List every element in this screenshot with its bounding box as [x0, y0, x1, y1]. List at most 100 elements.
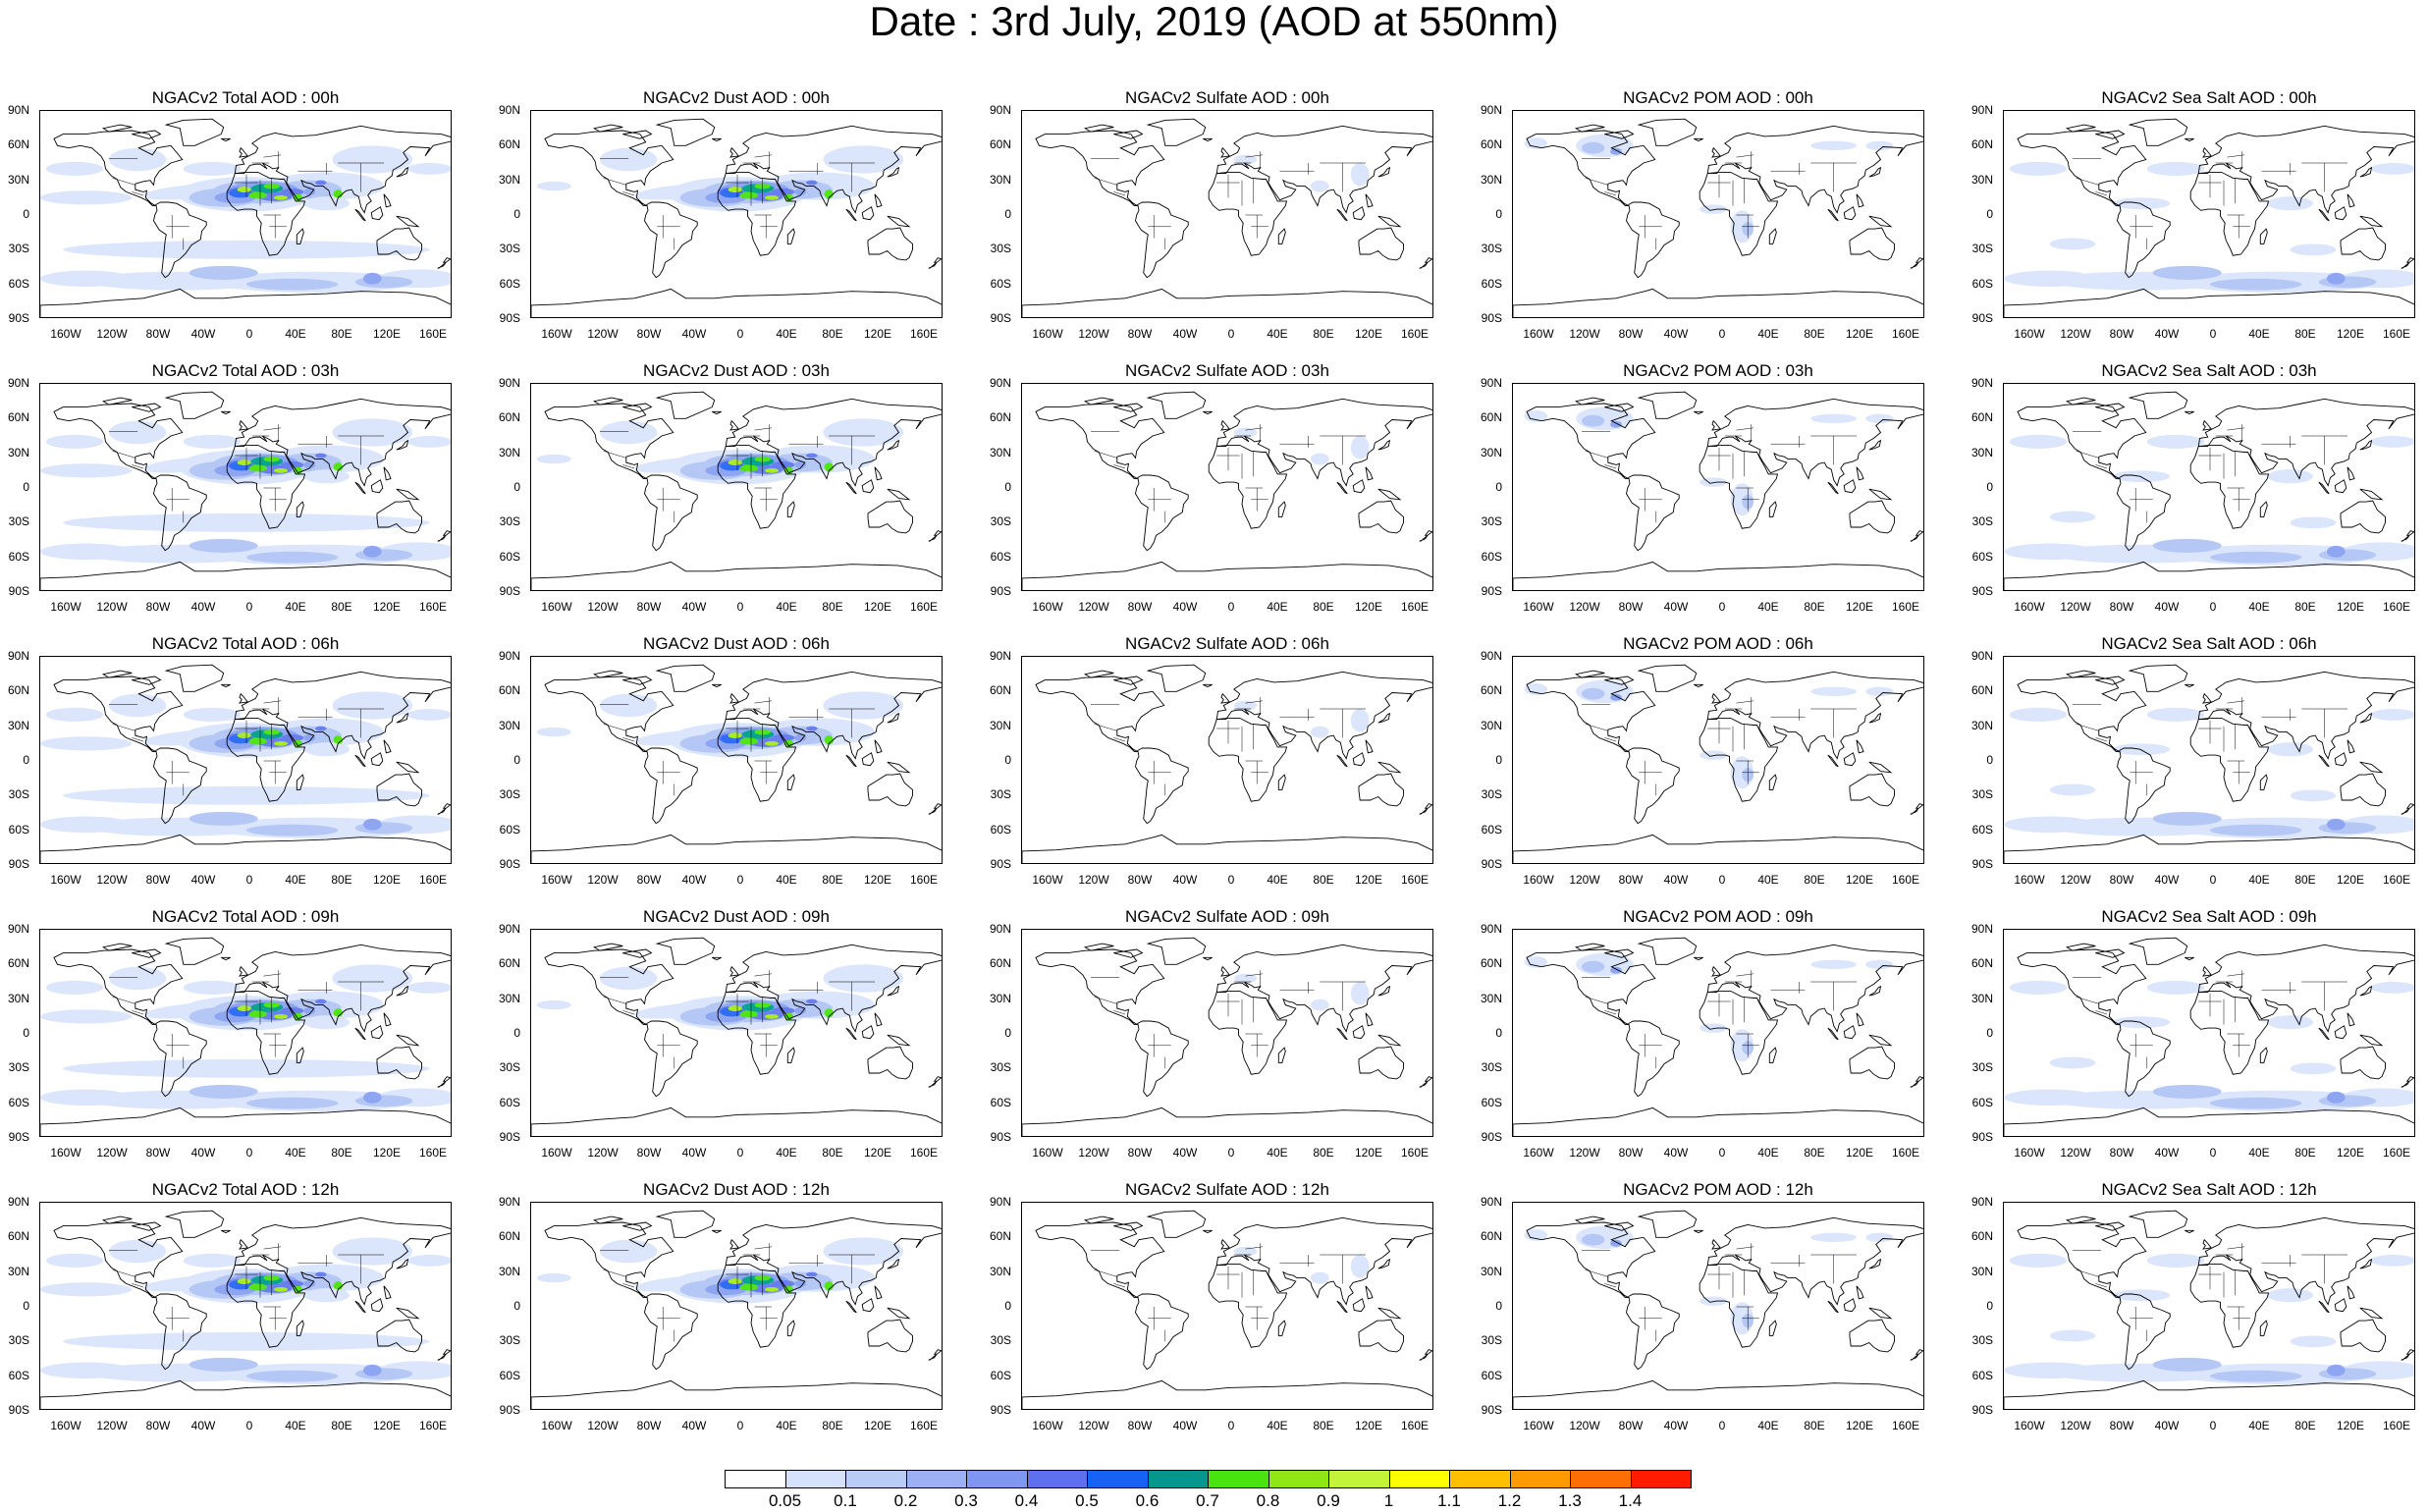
colorbar-label: 0.4	[1014, 1491, 1039, 1510]
lat-tick-label: 30N	[498, 719, 520, 732]
coastline	[1277, 1320, 1286, 1336]
aod-field-patch	[1350, 163, 1370, 187]
lat-tick-label: 90S	[8, 1130, 29, 1144]
lon-tick-label: 160W	[1523, 1419, 1554, 1432]
coastline	[1035, 403, 1165, 480]
country-border	[1113, 191, 1126, 196]
coastline	[1083, 943, 1114, 951]
coastline	[867, 773, 913, 807]
country-border	[263, 427, 282, 431]
coastline	[396, 1307, 420, 1320]
lon-tick-label: 160E	[418, 1419, 448, 1432]
map-panel: NGACv2 Sea Salt AOD : 00h 90N 60N 30N 0 30S 60…	[1964, 88, 2428, 361]
aod-field-patch	[303, 733, 315, 741]
coastline	[1220, 965, 1231, 977]
coastline	[2401, 1353, 2410, 1361]
panel-title: NGACv2 POM AOD : 06h	[1623, 634, 1813, 653]
coastline	[1526, 675, 1656, 753]
lon-tick-label: 40W	[190, 1146, 216, 1160]
lon-tick-label: 160W	[541, 873, 572, 887]
coastline	[1083, 124, 1114, 133]
panel-title: NGACv2 Dust AOD : 06h	[643, 634, 830, 653]
aod-field-patch	[109, 420, 167, 445]
aod-field-patch	[363, 818, 382, 831]
aod-field-patch	[1582, 687, 1605, 700]
country-border	[2227, 154, 2245, 158]
aod-field-patch	[406, 436, 451, 448]
aod-field-patch	[245, 824, 339, 837]
aod-field-patch	[536, 1272, 571, 1283]
coastline	[592, 124, 623, 133]
lon-tick-label: 120E	[863, 1146, 892, 1160]
coastline	[1843, 479, 1857, 494]
coastline	[2004, 834, 2414, 863]
lat-tick-label: 90N	[7, 376, 29, 390]
coastline	[354, 1300, 366, 1314]
coastline	[239, 146, 249, 158]
lon-tick-label: 80W	[1618, 1146, 1644, 1160]
lon-tick-label: 160W	[1032, 873, 1063, 887]
lat-tick-label: 0	[513, 753, 520, 767]
aod-field-patch	[2370, 1255, 2414, 1267]
lat-tick-label: 30S	[990, 242, 1011, 255]
coastline	[383, 1012, 392, 1027]
lon-tick-label: 120W	[1569, 327, 1600, 341]
coastline	[376, 773, 422, 807]
lat-tick-label: 90N	[1970, 649, 1993, 663]
lat-tick-label: 30S	[8, 1060, 29, 1074]
coastline	[1208, 444, 1288, 529]
coastline	[1849, 227, 1895, 261]
coastline	[442, 257, 451, 263]
country-border	[1604, 1010, 1617, 1015]
coastline	[1336, 208, 1348, 222]
coastline	[887, 761, 911, 774]
coastline	[2185, 956, 2194, 961]
coastline	[2017, 130, 2147, 207]
lon-tick-label: 120E	[1845, 1146, 1874, 1160]
coastline	[2189, 717, 2270, 802]
coastline	[2318, 754, 2330, 768]
coastline	[1626, 1293, 1680, 1371]
coastline	[396, 488, 420, 501]
map-panel: NGACv2 Sea Salt AOD : 09h 90N 60N 30N 0 30S 60…	[1964, 907, 2428, 1180]
coastline	[2017, 1221, 2147, 1299]
country-border	[1245, 1246, 1264, 1250]
lat-tick-label: 60S	[990, 823, 1011, 837]
aod-field-patch	[332, 418, 413, 447]
lat-tick-label: 60N	[1480, 956, 1502, 970]
lon-tick-label: 80E	[1313, 600, 1334, 614]
coastline	[725, 944, 942, 1033]
lat-tick-label: 90S	[1481, 1403, 1502, 1417]
colorbar-swatch	[966, 1470, 1028, 1488]
aod-field-patch	[794, 1006, 806, 1014]
aod-field-patch	[1610, 966, 1622, 974]
coastline	[725, 125, 942, 214]
lon-tick-label: 40E	[285, 327, 306, 341]
coastline	[164, 664, 225, 692]
coastline	[1358, 227, 1404, 261]
lat-tick-label: 90S	[1971, 311, 1993, 325]
lat-tick-label: 60S	[990, 550, 1011, 564]
country-border	[1094, 178, 1117, 186]
lat-tick-label: 60S	[1481, 277, 1502, 291]
coastline	[1915, 530, 1923, 536]
aod-field-patch	[248, 1010, 267, 1018]
country-border	[1585, 451, 1608, 459]
aod-field-patch	[63, 240, 430, 259]
country-border	[603, 997, 626, 1004]
country-border	[2095, 464, 2108, 469]
coastline	[592, 1215, 623, 1224]
coastline	[1022, 834, 1432, 863]
lon-tick-label: 40E	[2248, 600, 2270, 614]
lat-tick-label: 30S	[1481, 1060, 1502, 1074]
coastline	[1513, 1107, 1923, 1136]
lon-tick-label: 40E	[285, 873, 306, 887]
lat-tick-label: 60S	[8, 277, 29, 291]
lon-tick-label: 160W	[2014, 1419, 2045, 1432]
aod-field-patch	[2267, 469, 2313, 484]
coastline	[1868, 488, 1893, 501]
lon-tick-label: 160W	[2014, 1146, 2045, 1160]
map-panel: NGACv2 POM AOD : 06h 90N 60N 30N 0 30S 60S 90S 1…	[1473, 634, 1956, 907]
coastline	[1574, 1215, 1605, 1224]
coastline	[2259, 228, 2268, 244]
